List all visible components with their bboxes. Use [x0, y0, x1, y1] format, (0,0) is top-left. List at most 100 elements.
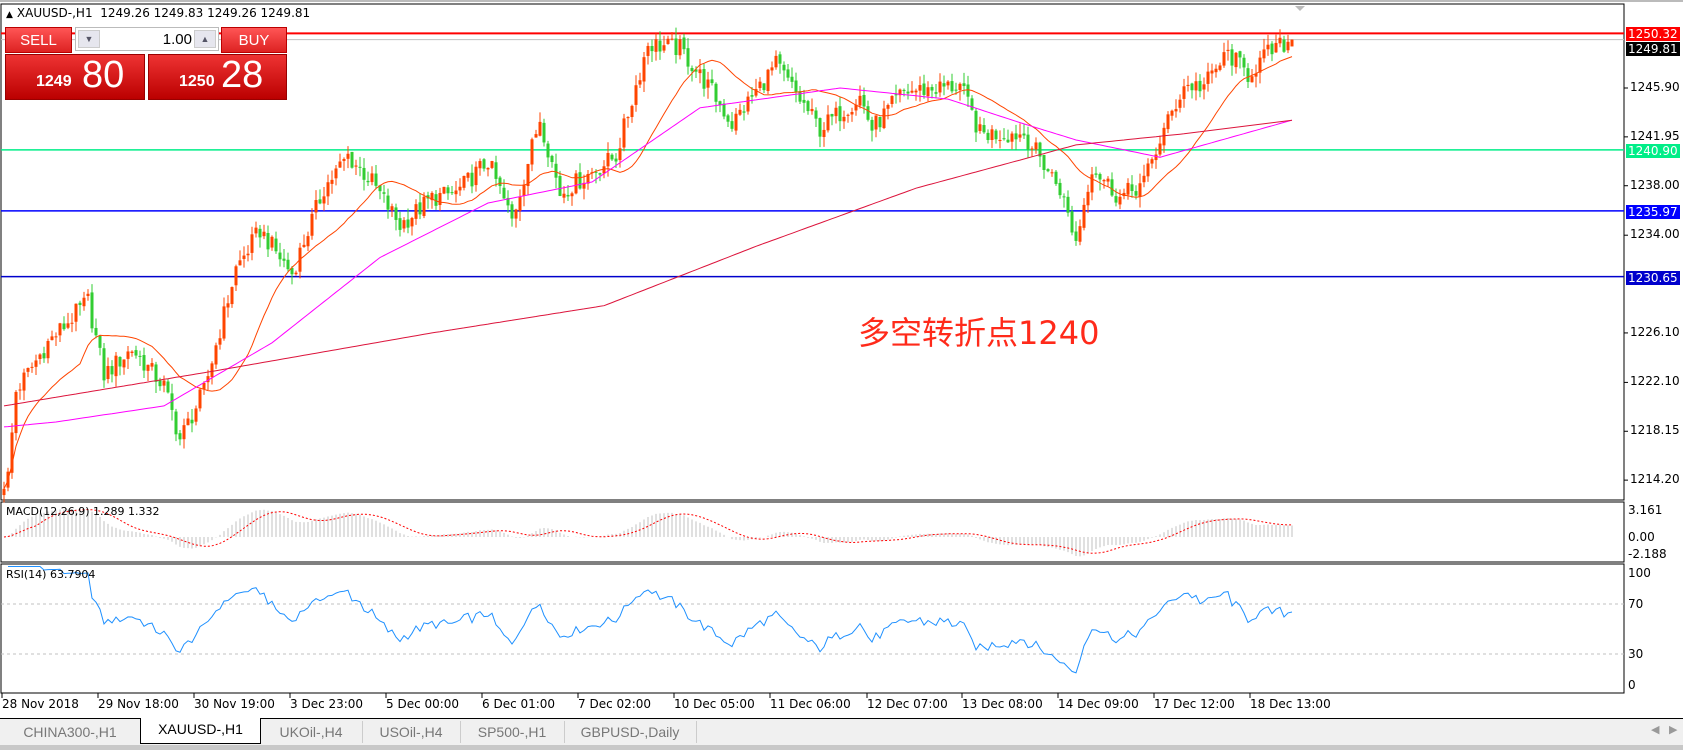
candle-body [586, 173, 590, 184]
tab-ukoil[interactable]: UKOil-,H4 [260, 721, 363, 743]
candle-body [54, 336, 58, 338]
main-pane-frame [0, 3, 1625, 501]
candle-body [670, 38, 674, 40]
candle-body [514, 209, 518, 219]
candle-body [1078, 226, 1082, 242]
candle-body [634, 85, 638, 105]
candle-body [802, 99, 806, 103]
candle-body [1058, 182, 1062, 196]
candle-body [806, 101, 810, 112]
candle-body [1230, 49, 1234, 66]
chart-annotation[interactable]: 多空转折点1240 [858, 314, 1100, 352]
status-bar-edge [0, 745, 1683, 750]
tab-china300[interactable]: CHINA300-,H1 [0, 721, 141, 743]
time-axis-label: 18 Dec 13:00 [1250, 697, 1331, 711]
candle-body [102, 348, 106, 381]
candle-body [766, 69, 770, 92]
candle-body [934, 92, 938, 94]
candle-body [10, 432, 14, 473]
candle-body [738, 109, 742, 115]
candle-body [462, 175, 466, 188]
shift-marker-icon [1295, 6, 1305, 11]
candle-body [1122, 192, 1126, 197]
decrease-lot-arrow-icon[interactable]: ▼ [78, 30, 100, 48]
tab-usoil[interactable]: USOil-,H4 [362, 721, 461, 743]
candle-body [250, 234, 254, 253]
candle-body [1130, 184, 1134, 191]
time-axis-label: 6 Dec 01:00 [482, 697, 556, 711]
candle-body [118, 356, 122, 367]
sell-button[interactable]: SELL [5, 27, 72, 53]
candle-body [750, 95, 754, 97]
price-axis-label: 1245.90 [1630, 80, 1680, 94]
candle-body [654, 39, 658, 52]
tab-xauusd[interactable]: XAUUSD-,H1 [140, 718, 261, 744]
candle-body [386, 195, 390, 210]
candle-body [106, 366, 110, 380]
candle-body [82, 297, 86, 307]
candle-body [746, 96, 750, 112]
candle-body [1198, 80, 1202, 92]
macd-label: MACD(12,26,9) 1.289 1.332 [6, 505, 160, 518]
candle-body [1034, 142, 1038, 150]
lot-size-stepper[interactable]: ▼ ▲ [75, 27, 219, 51]
ma-fast-line [3, 56, 1293, 490]
candle-body [710, 79, 714, 84]
candle-body [602, 166, 606, 174]
candle-body [210, 363, 214, 378]
candle-body [22, 372, 26, 391]
candle-body [822, 129, 826, 137]
candle-body [1082, 204, 1086, 228]
rsi-tick: 0 [1628, 678, 1636, 692]
candle-body [342, 158, 346, 161]
candle-body [1222, 52, 1226, 66]
ohlc-values: 1249.26 1249.83 1249.26 1249.81 [100, 6, 311, 20]
candle-body [1070, 211, 1074, 233]
collapse-triangle-icon[interactable]: ▲ [6, 10, 13, 20]
candle-body [278, 252, 282, 260]
candle-body [646, 46, 650, 56]
candle-body [362, 167, 366, 180]
sell-price-button[interactable]: 1249 80 [5, 54, 145, 100]
candle-body [190, 419, 194, 424]
candle-body [642, 57, 646, 82]
price-axis-label: 1226.10 [1630, 324, 1680, 339]
candle-body [174, 411, 178, 435]
candle-body [1238, 51, 1242, 58]
candle-body [650, 46, 654, 52]
bid-price-tag: 1249.81 [1626, 42, 1680, 56]
candle-body [986, 132, 990, 141]
candle-body [1022, 133, 1026, 136]
buy-button[interactable]: BUY [221, 27, 287, 53]
candle-body [334, 168, 338, 179]
tab-sp500[interactable]: SP500-,H1 [460, 721, 565, 743]
candle-body [502, 187, 506, 199]
candle-body [98, 335, 102, 348]
increase-lot-arrow-icon[interactable]: ▲ [194, 30, 216, 48]
candle-body [1030, 148, 1034, 150]
tab-gbpusd[interactable]: GBPUSD-,Daily [564, 721, 697, 743]
candle-body [1234, 52, 1238, 68]
candle-body [914, 90, 918, 93]
candle-body [550, 155, 554, 163]
candle-body [506, 197, 510, 206]
lot-size-input[interactable] [102, 29, 192, 49]
price-axis-label: 1222.10 [1630, 374, 1680, 389]
candle-body [1214, 68, 1218, 73]
candle-body [266, 232, 270, 250]
candle-body [446, 187, 450, 194]
candle-body [1262, 49, 1266, 59]
candle-body [1026, 134, 1030, 150]
scroll-left-icon[interactable]: ◀ [1651, 723, 1660, 736]
buy-price-button[interactable]: 1250 28 [148, 54, 287, 100]
candle-body [226, 303, 230, 308]
candle-body [962, 83, 966, 87]
candle-body [62, 323, 66, 330]
candle-body [302, 244, 306, 247]
candle-body [926, 87, 930, 97]
candle-body [878, 116, 882, 128]
scroll-right-icon[interactable]: ▶ [1669, 723, 1678, 736]
candle-body [1250, 76, 1254, 83]
candle-body [682, 37, 686, 50]
